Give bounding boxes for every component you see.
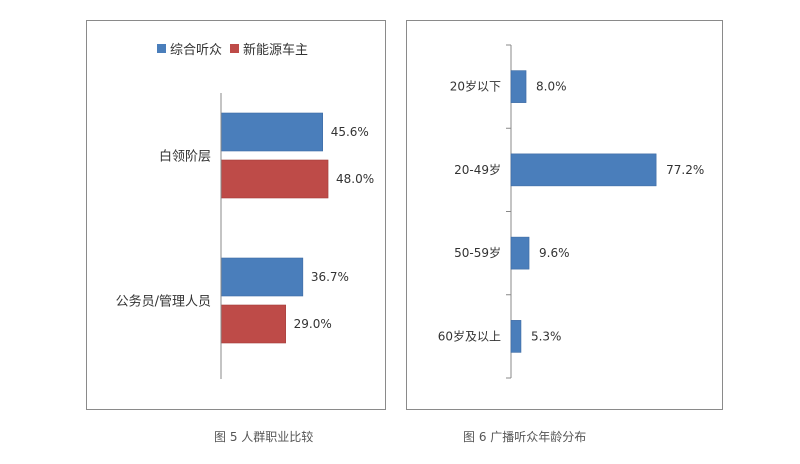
category-label-3: 50-59岁 [454,245,501,260]
data-label-3: 9.6% [539,246,570,260]
bar-2 [510,153,657,187]
data-label-4: 5.3% [531,329,562,343]
category-label-1: 20岁以下 [450,79,501,94]
age-chart-panel: 8.0% 20岁以下 77.2% 20-49岁 9.6% 50-59岁 5.3% 60岁及以上 [406,20,723,410]
data-label-1-1: 45.6% [331,125,369,139]
figure-6-caption: 图 6 广播听众年龄分布 [463,430,587,444]
data-label-2-2: 29.0% [294,317,332,331]
bar-1 [510,70,527,103]
data-label-2-1: 36.7% [311,270,349,284]
bar-3 [510,236,530,270]
legend-label-2: 新能源车主 [243,42,308,58]
category-label-2: 20-49岁 [454,162,501,177]
category-label-1: 白领阶层 [159,149,211,165]
occupation-bar-chart: 综合听众 新能源车主 45.6% 48.0% 白领阶层 36.7% 29.0% 公务员/管理人… [116,42,374,379]
legend-swatch-2 [230,44,239,53]
legend-label-1: 综合听众 [170,43,222,58]
legend-swatch-1 [157,44,166,53]
figure-5-caption: 图 5 人群职业比较 [214,430,314,444]
data-label-1: 8.0% [536,80,567,94]
bar-2-2 [220,304,286,344]
data-label-1-2: 48.0% [336,172,374,186]
bar-2-1 [220,257,304,297]
bar-4 [510,320,522,353]
bar-1-1 [220,112,323,152]
occupation-chart-panel: 综合听众 新能源车主 45.6% 48.0% 白领阶层 36.7% 29.0% 公务员/管理人… [86,20,386,410]
age-bar-chart: 8.0% 20岁以下 77.2% 20-49岁 9.6% 50-59岁 5.3% 60岁及以上 [438,44,704,379]
bar-1-2 [220,159,329,199]
data-label-2: 77.2% [666,163,704,177]
category-label-2: 公务员/管理人员 [116,294,211,310]
category-label-4: 60岁及以上 [438,328,501,343]
